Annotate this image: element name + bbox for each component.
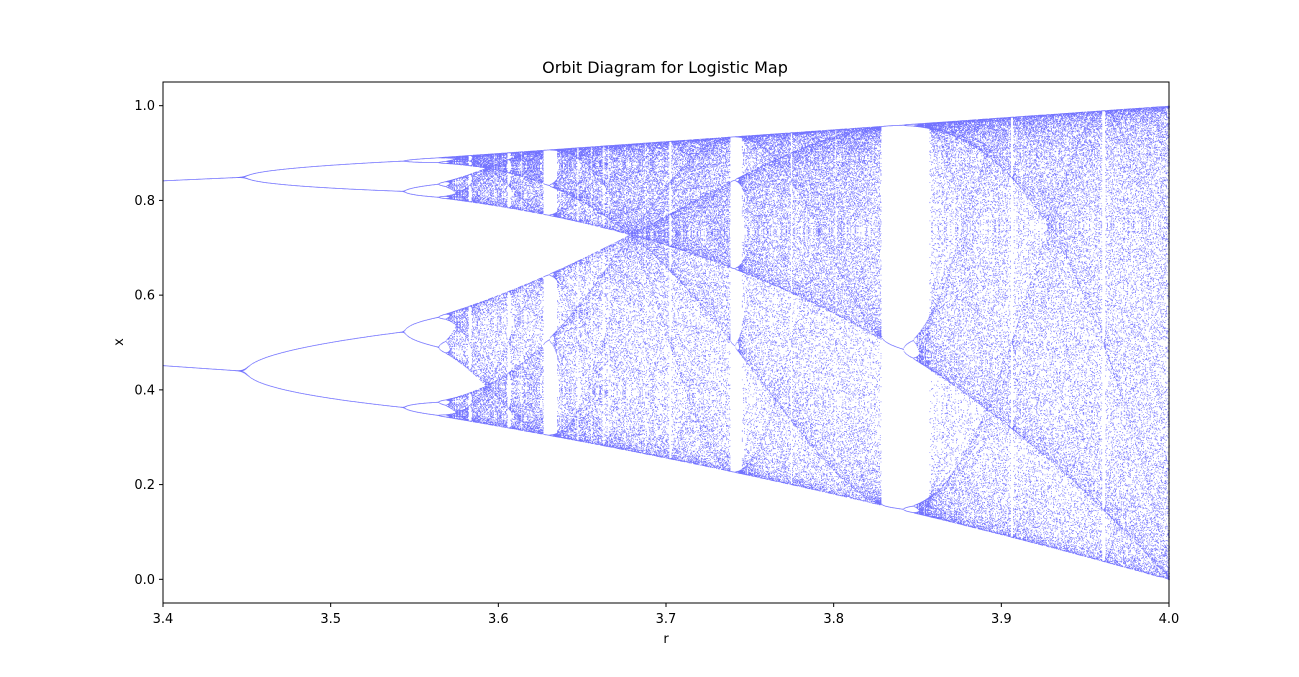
x-tick-label: 3.9 (991, 612, 1012, 627)
y-tick-label: 0.4 (134, 383, 155, 398)
y-tick-label: 0.8 (134, 194, 155, 209)
x-tick-label: 3.8 (823, 612, 844, 627)
y-tick-label: 0.6 (134, 289, 155, 304)
y-axis-ticks: 0.0 0.2 0.4 0.6 0.8 1.0 (134, 99, 163, 588)
chart-title: Orbit Diagram for Logistic Map (542, 58, 788, 77)
x-axis-ticks: 3.4 3.5 3.6 3.7 3.8 3.9 4.0 (153, 603, 1180, 627)
y-axis-label: x (112, 338, 127, 346)
x-tick-label: 4.0 (1159, 612, 1180, 627)
x-tick-label: 3.4 (153, 612, 174, 627)
y-tick-label: 0.0 (134, 573, 155, 588)
y-tick-label: 0.2 (134, 478, 155, 493)
x-tick-label: 3.7 (656, 612, 677, 627)
x-axis-label: r (663, 632, 669, 647)
x-tick-label: 3.6 (488, 612, 509, 627)
y-tick-label: 1.0 (134, 99, 155, 114)
x-tick-label: 3.5 (320, 612, 341, 627)
plot-area (162, 81, 1170, 604)
